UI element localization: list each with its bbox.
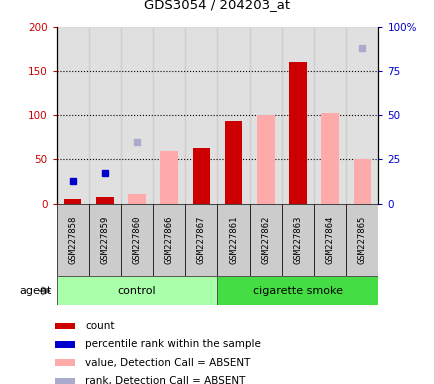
Bar — [64, 199, 81, 204]
Bar — [345, 204, 378, 276]
Bar — [281, 27, 313, 204]
Text: GSM227866: GSM227866 — [164, 216, 173, 264]
Bar — [153, 204, 185, 276]
Bar — [89, 27, 121, 204]
Bar — [192, 148, 210, 204]
Text: GSM227858: GSM227858 — [68, 216, 77, 264]
Text: control: control — [118, 286, 156, 296]
Bar — [321, 113, 338, 204]
Bar — [217, 276, 378, 305]
Bar — [289, 62, 306, 204]
Bar — [56, 276, 217, 305]
Text: GSM227867: GSM227867 — [197, 216, 205, 264]
Bar — [185, 204, 217, 276]
Bar — [96, 197, 113, 204]
Bar — [153, 27, 185, 204]
Bar — [185, 27, 217, 204]
Bar — [217, 204, 249, 276]
Bar — [224, 121, 242, 204]
Text: GSM227863: GSM227863 — [293, 216, 302, 264]
Bar — [217, 27, 249, 204]
Bar — [249, 204, 281, 276]
Text: agent: agent — [20, 286, 52, 296]
Bar — [249, 27, 281, 204]
Text: value, Detection Call = ABSENT: value, Detection Call = ABSENT — [85, 358, 250, 367]
Text: rank, Detection Call = ABSENT: rank, Detection Call = ABSENT — [85, 376, 245, 384]
Bar — [56, 27, 89, 204]
Bar — [121, 204, 153, 276]
Text: GSM227860: GSM227860 — [132, 216, 141, 264]
Bar — [55, 341, 75, 348]
Text: GSM227864: GSM227864 — [325, 216, 334, 264]
Text: GSM227859: GSM227859 — [100, 216, 109, 264]
Bar — [313, 27, 345, 204]
Bar — [56, 204, 89, 276]
Bar — [281, 204, 313, 276]
Text: GSM227861: GSM227861 — [229, 216, 237, 264]
Text: GSM227862: GSM227862 — [261, 216, 270, 264]
Text: percentile rank within the sample: percentile rank within the sample — [85, 339, 260, 349]
Text: GSM227865: GSM227865 — [357, 216, 366, 264]
Bar — [55, 377, 75, 384]
Text: count: count — [85, 321, 115, 331]
Bar — [128, 194, 145, 204]
Bar — [345, 27, 378, 204]
Bar — [160, 151, 178, 204]
Bar — [55, 323, 75, 329]
Bar — [313, 204, 345, 276]
Text: GDS3054 / 204203_at: GDS3054 / 204203_at — [144, 0, 290, 12]
Text: cigarette smoke: cigarette smoke — [253, 286, 342, 296]
Bar — [353, 159, 370, 204]
Bar — [89, 204, 121, 276]
Bar — [121, 27, 153, 204]
Bar — [256, 115, 274, 204]
Bar — [55, 359, 75, 366]
